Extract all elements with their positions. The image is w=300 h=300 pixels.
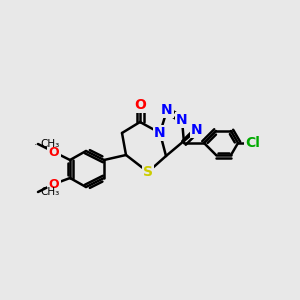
Text: O: O (134, 98, 146, 112)
Text: O: O (49, 178, 59, 190)
Text: N: N (154, 126, 166, 140)
Text: S: S (143, 165, 153, 179)
Text: CH₃: CH₃ (40, 187, 59, 197)
Text: O: O (49, 146, 59, 158)
Text: N: N (176, 113, 188, 127)
Text: Cl: Cl (246, 136, 260, 150)
Text: CH₃: CH₃ (40, 139, 59, 149)
Text: N: N (191, 123, 203, 137)
Text: N: N (161, 103, 173, 117)
Text: methoxy: methoxy (35, 143, 41, 145)
